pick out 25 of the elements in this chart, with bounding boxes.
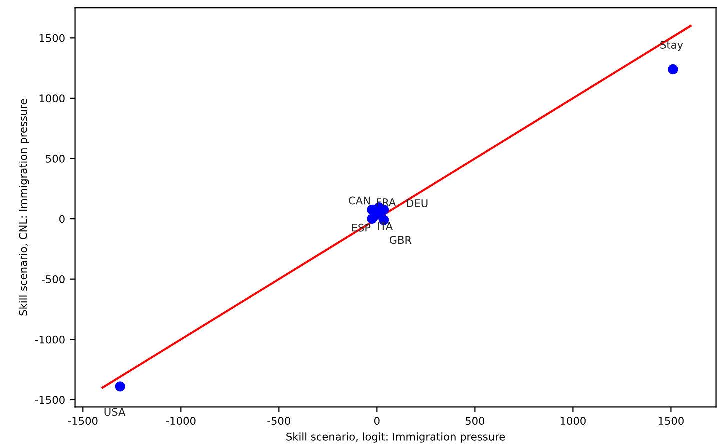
x-tick-label: 500: [466, 417, 485, 426]
annotation: GBR: [390, 236, 412, 244]
y-tick-label: -1500: [35, 396, 65, 404]
x-tick-label: 1500: [658, 417, 684, 426]
y-tick-label: 0: [60, 215, 65, 224]
y-tick-label: 500: [46, 154, 65, 163]
annotation: USA: [104, 408, 126, 416]
y-tick-label: 1500: [40, 34, 65, 42]
x-tick-label: -500: [268, 417, 290, 426]
y-tick-label: -500: [42, 276, 65, 284]
y-axis-title: Skill scenario, CNL: Immigration pressure: [19, 99, 30, 316]
x-tick-label: 1000: [560, 417, 586, 426]
annotation: DEU: [407, 200, 428, 208]
point: [668, 64, 678, 75]
annotation: CAN: [349, 196, 370, 205]
y-tick-label: -1000: [35, 336, 65, 344]
annotation: ITA: [378, 222, 393, 230]
x-tick-label: -1000: [166, 417, 196, 426]
x-tick-label: 0: [374, 417, 380, 426]
point: [115, 382, 126, 392]
x-axis-title: Skill scenario, logit: Immigration pressure: [286, 432, 506, 443]
y-tick-label: 1000: [40, 94, 65, 103]
x-tick-label: -1500: [68, 417, 98, 426]
annotation: Stay: [660, 40, 684, 52]
annotation: FRA: [377, 198, 396, 206]
